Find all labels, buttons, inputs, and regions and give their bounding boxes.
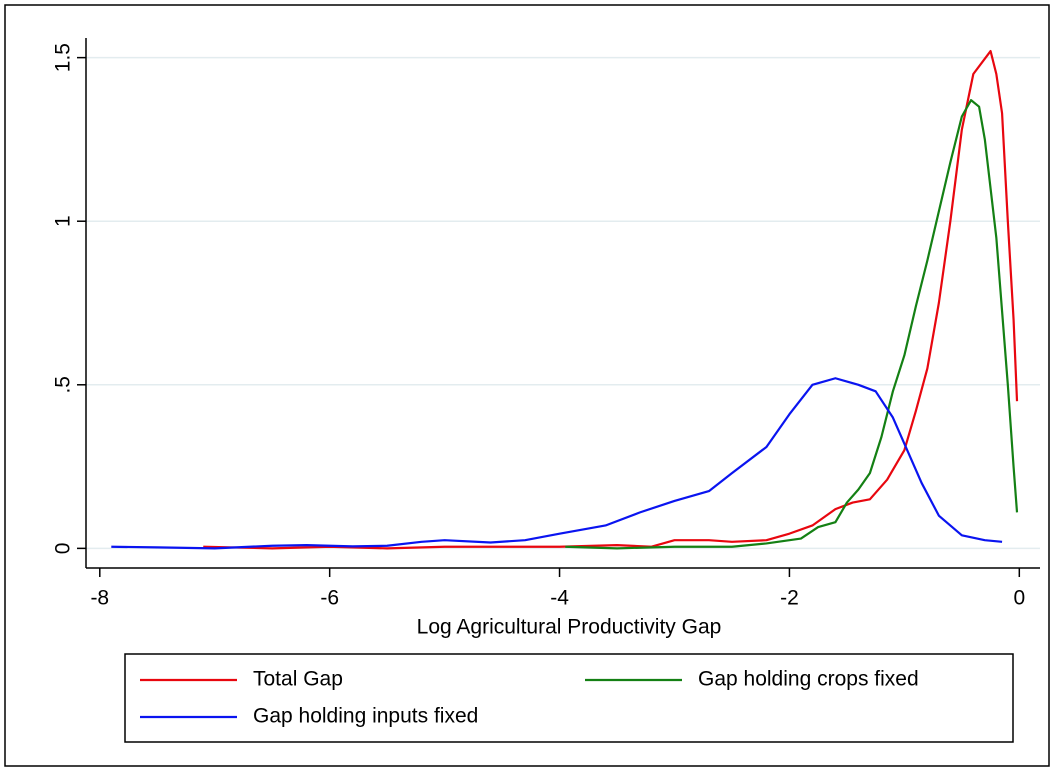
y-tick-label: 1.5 [52,43,75,72]
legend-box [124,653,1014,743]
x-tick-label: -8 [90,587,109,610]
x-tick-label: -4 [550,587,569,610]
y-tick-label: .5 [52,376,75,394]
y-tick-label: 1 [52,215,75,227]
legend-label: Gap holding inputs fixed [253,705,478,728]
x-axis-label: Log Agricultural Productivity Gap [417,616,722,639]
x-tick-label: -6 [320,587,339,610]
y-tick-label: 0 [52,543,75,555]
x-tick-label: -2 [780,587,799,610]
series-line [565,99,1019,550]
series-line [111,377,1003,550]
x-tick-label: 0 [1013,587,1025,610]
legend-label: Total Gap [253,668,343,691]
legend-label: Gap holding crops fixed [698,668,919,691]
